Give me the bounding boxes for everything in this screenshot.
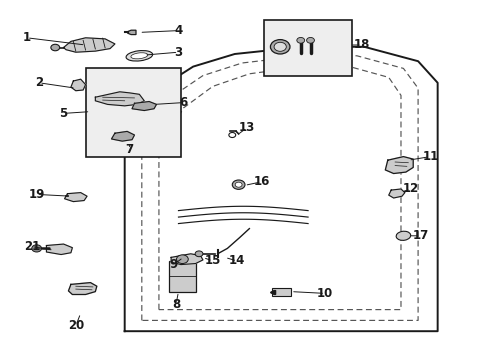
- Polygon shape: [385, 157, 412, 174]
- Text: 3: 3: [174, 46, 182, 59]
- Text: 19: 19: [28, 188, 45, 201]
- Circle shape: [306, 37, 314, 43]
- Bar: [272, 288, 290, 296]
- Polygon shape: [171, 254, 203, 265]
- Text: 18: 18: [353, 39, 369, 51]
- Circle shape: [228, 132, 235, 138]
- Polygon shape: [63, 38, 115, 52]
- Polygon shape: [64, 193, 87, 202]
- Text: 10: 10: [316, 287, 333, 300]
- Polygon shape: [388, 189, 404, 198]
- Polygon shape: [111, 131, 134, 141]
- Circle shape: [232, 180, 244, 189]
- Bar: [168, 261, 195, 292]
- Ellipse shape: [126, 50, 152, 61]
- Text: 13: 13: [238, 121, 255, 134]
- Text: 1: 1: [23, 31, 31, 44]
- Text: 8: 8: [172, 298, 180, 311]
- Text: 12: 12: [402, 183, 418, 195]
- Ellipse shape: [270, 40, 289, 54]
- Text: 5: 5: [60, 107, 67, 120]
- Bar: [264, 20, 351, 76]
- Circle shape: [296, 37, 304, 43]
- Ellipse shape: [273, 42, 286, 51]
- Text: 4: 4: [174, 24, 182, 37]
- Circle shape: [32, 245, 41, 252]
- Text: 9: 9: [169, 258, 177, 271]
- Polygon shape: [71, 79, 85, 91]
- Polygon shape: [132, 102, 156, 111]
- Text: 17: 17: [411, 229, 428, 242]
- Circle shape: [176, 255, 188, 264]
- Circle shape: [235, 182, 242, 187]
- Polygon shape: [95, 92, 144, 106]
- Bar: [85, 68, 181, 157]
- Text: 21: 21: [23, 240, 40, 253]
- Circle shape: [195, 251, 203, 257]
- Text: 2: 2: [35, 76, 43, 89]
- Text: 20: 20: [67, 319, 84, 332]
- Ellipse shape: [131, 53, 147, 59]
- Ellipse shape: [395, 231, 410, 240]
- Polygon shape: [68, 283, 97, 294]
- Polygon shape: [46, 244, 72, 255]
- Text: 15: 15: [204, 255, 221, 267]
- Text: 7: 7: [125, 143, 133, 156]
- Text: 14: 14: [228, 255, 245, 267]
- Polygon shape: [127, 30, 136, 35]
- Text: 6: 6: [179, 96, 187, 109]
- Text: 11: 11: [421, 150, 438, 163]
- Circle shape: [51, 44, 60, 51]
- Text: 16: 16: [253, 175, 269, 188]
